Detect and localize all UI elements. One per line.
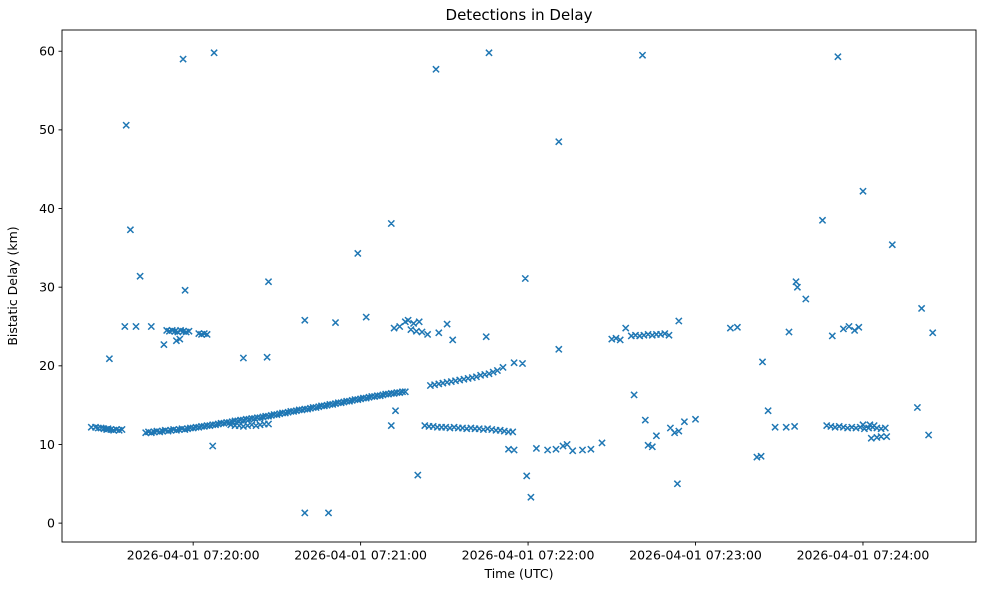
x-tick-label: 2026-04-01 07:23:00 bbox=[629, 548, 762, 563]
axes-frame bbox=[61, 29, 977, 543]
x-tick-label: 2026-04-01 07:24:00 bbox=[797, 548, 930, 563]
y-tick-label: 0 bbox=[47, 515, 55, 530]
x-tick-label: 2026-04-01 07:21:00 bbox=[294, 548, 427, 563]
x-tick-label: 2026-04-01 07:20:00 bbox=[127, 548, 260, 563]
x-axis-label: Time (UTC) bbox=[483, 566, 553, 581]
y-tick-label: 50 bbox=[39, 122, 55, 137]
y-tick-label: 30 bbox=[39, 279, 55, 294]
y-tick-label: 20 bbox=[39, 358, 55, 373]
chart-title: Detections in Delay bbox=[446, 6, 593, 24]
detections-scatter-series bbox=[87, 49, 937, 517]
y-tick-label: 10 bbox=[39, 437, 55, 452]
y-axis-label: Bistatic Delay (km) bbox=[5, 226, 20, 345]
y-tick-label: 40 bbox=[39, 201, 55, 216]
y-tick-label: 60 bbox=[39, 44, 55, 59]
x-tick-label: 2026-04-01 07:22:00 bbox=[462, 548, 595, 563]
